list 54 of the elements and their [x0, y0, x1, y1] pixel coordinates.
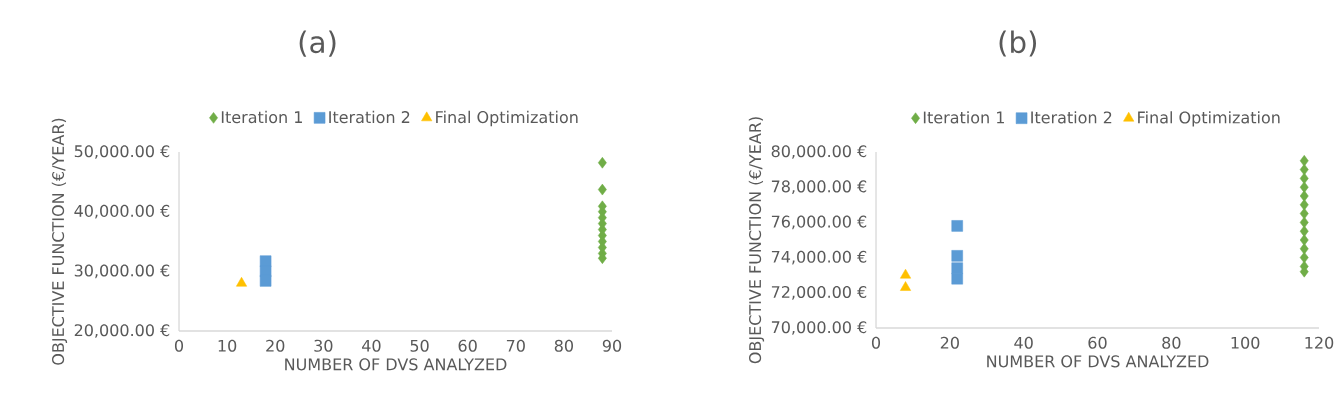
point — [1299, 199, 1309, 211]
y-tick-label: 76,000.00 € — [771, 215, 867, 230]
point — [900, 281, 912, 291]
x-tick-label: 60 — [1088, 336, 1107, 349]
y-tick-label: 78,000.00 € — [771, 180, 867, 195]
y-tick-label: 74,000.00 € — [771, 250, 867, 265]
x-axis-title: NUMBER OF DVS ANALYZED — [987, 355, 1209, 368]
x-tick-label: 0 — [871, 336, 881, 349]
legend-label: Final Optimization — [436, 110, 578, 127]
point — [259, 255, 272, 267]
point — [951, 250, 963, 262]
chart-title: (b) — [999, 30, 1037, 57]
point — [951, 220, 963, 232]
y-tick-label: 30,000.00 € — [74, 264, 170, 279]
point — [1299, 243, 1309, 255]
x-tick-label: 10 — [218, 339, 237, 352]
x-tick-label: 50 — [410, 339, 429, 352]
point — [951, 262, 963, 274]
y-axis-title: OBJECTIVE FUNCTION (€/YEAR) — [748, 117, 765, 364]
x-tick-label: 60 — [458, 339, 477, 352]
y-tick-label: 20,000.00 € — [74, 324, 170, 338]
point — [598, 157, 607, 169]
y-tick-label: 70,000.00 € — [771, 321, 867, 335]
x-tick-label: 80 — [1162, 336, 1181, 349]
x-tick-label: 70 — [506, 339, 525, 352]
x-tick-label: 100 — [1231, 336, 1260, 349]
y-tick-label: 72,000.00 € — [771, 285, 867, 300]
x-tick-label: 30 — [314, 339, 333, 352]
legend-label: Iteration 1 — [221, 110, 302, 124]
x-tick-label: 80 — [554, 339, 573, 352]
x-tick-label: 20 — [266, 339, 285, 352]
legend-label: Iteration 2 — [1031, 111, 1112, 124]
y-axis-title: OBJECTIVE FUNCTION (€/YEAR) — [51, 118, 68, 365]
point — [236, 277, 248, 287]
y-tick-label: 50,000.00 € — [74, 145, 170, 159]
x-tick-label: 90 — [602, 339, 622, 352]
x-tick-label: 40 — [362, 339, 381, 352]
y-tick-label: 80,000.00 € — [771, 145, 867, 159]
point — [1299, 190, 1309, 202]
point — [1299, 234, 1309, 246]
legend-label: Iteration 2 — [329, 110, 410, 124]
legend-label: Final Optimization — [1138, 111, 1280, 127]
x-tick-label: 40 — [1014, 336, 1033, 349]
point — [1299, 155, 1309, 167]
x-axis-title: NUMBER OF DVS ANALYZED — [285, 358, 507, 371]
chart-title: (a) — [299, 30, 336, 57]
x-tick-label: 120 — [1305, 336, 1334, 349]
point — [951, 272, 963, 285]
legend-label: Iteration 1 — [923, 111, 1004, 124]
y-tick-label: 40,000.00 € — [74, 204, 170, 219]
x-tick-label: 0 — [174, 339, 184, 352]
point — [900, 268, 912, 279]
point — [259, 275, 272, 287]
x-tick-label: 20 — [940, 336, 959, 349]
